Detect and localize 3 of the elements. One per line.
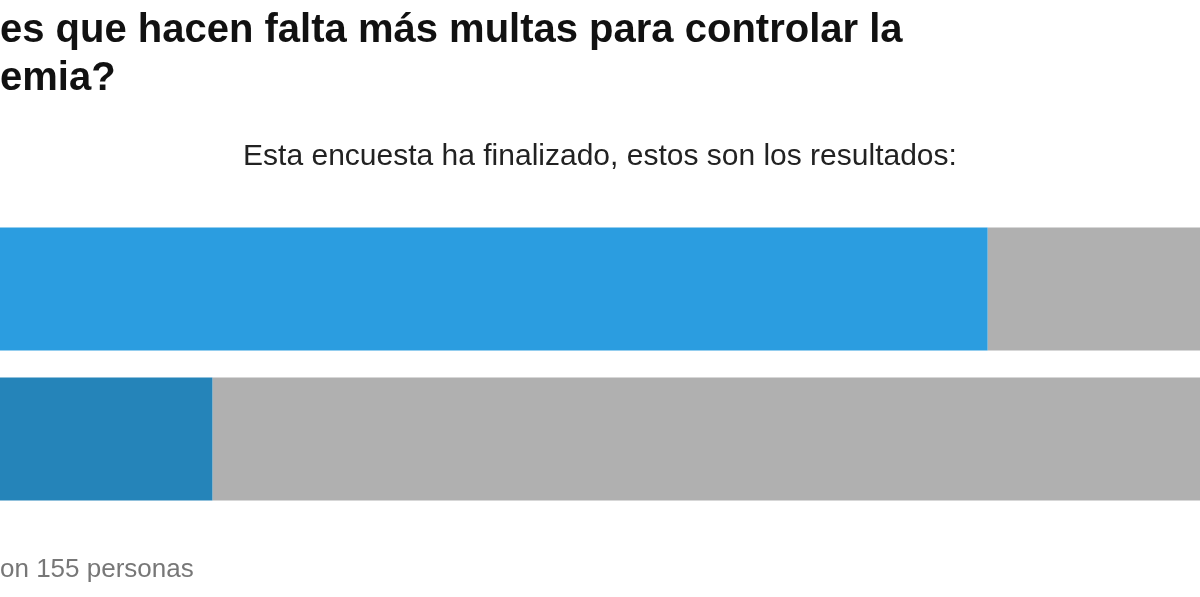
text: on 155 personas (0, 553, 194, 584)
chart-subtitle: Esta encuesta ha finalizado, estos son los resultados: (242, 138, 958, 172)
chart-title: es que hacen falta más multas para controlar la emia? (0, 5, 904, 100)
